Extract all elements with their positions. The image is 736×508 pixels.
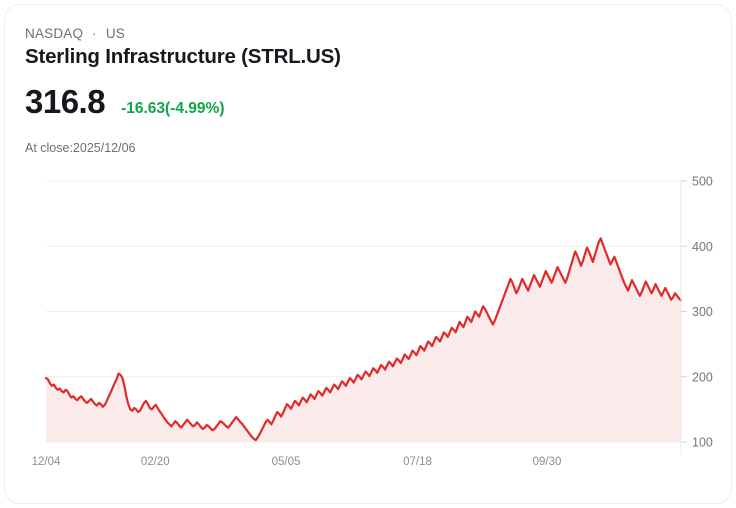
x-axis-label: 05/05 [272,456,301,468]
exchange-region-row: NASDAQ · US [25,26,125,41]
current-price: 316.8 [25,83,106,120]
exchange-name: NASDAQ [25,26,84,41]
y-axis-label: 200 [692,370,713,384]
x-axis-label: 02/20 [141,456,170,468]
x-axis-labels: 12/04 02/20 05/05 07/18 09/30 [32,456,562,468]
x-axis-label: 09/30 [533,456,562,468]
y-axis-label: 400 [692,240,713,254]
y-axis-labels: 500 400 300 200 100 [681,175,713,450]
price-change: -16.63(-4.99%) [121,100,225,117]
price-chart-svg: 500 400 300 200 100 12/04 02/20 05/05 07/18 09/3… [32,175,713,469]
price-chart[interactable]: 500 400 300 200 100 12/04 02/20 05/05 07/18 09/3… [5,165,731,485]
y-axis-label: 500 [692,175,713,189]
region-label: US [105,26,125,41]
price-row: 316.8 -16.63(-4.99%) [25,85,224,118]
price-line [44,237,683,442]
market-status-note: At close:2025/12/06 [25,141,136,155]
x-axis-label: 12/04 [32,456,61,468]
y-axis-label: 300 [692,305,713,319]
y-axis-label: 100 [692,436,713,450]
separator-dot: · [92,26,97,41]
price-area-fill [46,238,681,442]
stock-quote-card: NASDAQ · US Sterling Infrastructure (STR… [4,4,732,504]
page-title: Sterling Infrastructure (STRL.US) [25,45,341,68]
x-axis-label: 07/18 [403,456,432,468]
